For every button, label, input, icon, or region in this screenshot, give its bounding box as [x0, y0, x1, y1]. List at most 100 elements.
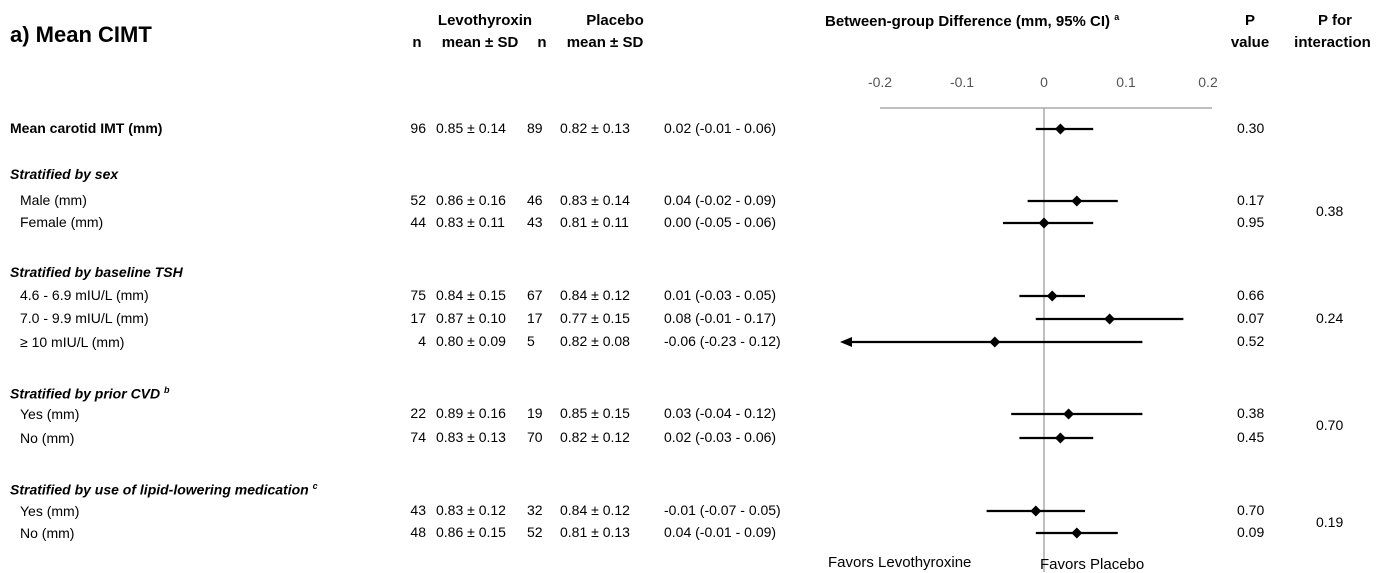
placebo-mean-cell: 0.85 ± 0.15 [560, 405, 630, 421]
point-estimate-diamond [1054, 123, 1066, 135]
section-label-sup: c [312, 481, 318, 491]
row-label-main: Mean carotid IMT (mm) [10, 120, 163, 136]
levo-n-cell: 43 [410, 502, 426, 518]
section-label-text: Stratified by sex [10, 166, 119, 182]
p-value-cell: 0.95 [1237, 214, 1265, 230]
levo-mean-cell: 0.86 ± 0.15 [436, 524, 506, 540]
placebo-mean-cell: 0.82 ± 0.08 [560, 333, 630, 349]
section-label-text: Stratified by prior CVD [10, 385, 161, 402]
placebo-mean-cell: 0.84 ± 0.12 [560, 287, 630, 303]
placebo-header: Placebo [586, 12, 644, 29]
section-label-text: Stratified by baseline TSH [10, 264, 183, 280]
placebo-n-cell: 17 [527, 310, 543, 326]
placebo-mean-cell: 0.81 ± 0.11 [560, 214, 629, 230]
section-label-tsh: Stratified by baseline TSH [10, 264, 183, 280]
levo-n-cell: 22 [410, 405, 426, 421]
favors-right-label: Favors Placebo [1040, 556, 1145, 573]
p-header-2: value [1230, 34, 1270, 51]
interaction-p-sex: 0.38 [1316, 203, 1344, 219]
levo-mean-cell: 0.83 ± 0.13 [436, 429, 506, 445]
levo-n-cell: 96 [410, 120, 426, 136]
placebo-mean-cell: 0.77 ± 0.15 [560, 310, 630, 326]
interaction-p-lipid: 0.19 [1316, 514, 1344, 530]
section-label-sup: b [164, 385, 170, 395]
levo-mean-cell: 0.80 ± 0.09 [436, 333, 506, 349]
placebo-n-cell: 70 [527, 429, 543, 445]
point-estimate-diamond [1030, 505, 1042, 517]
interaction-p-cvd: 0.70 [1316, 417, 1344, 433]
row-label-cvd-yes: Yes (mm) [20, 406, 80, 422]
p-value-cell: 0.17 [1237, 192, 1265, 208]
ci-text-cell: -0.06 (-0.23 - 0.12) [664, 333, 781, 349]
levo-n-header: n [412, 34, 422, 51]
levo-mean-cell: 0.84 ± 0.15 [436, 287, 506, 303]
ci-text-cell: 0.02 (-0.03 - 0.06) [664, 429, 777, 445]
point-estimate-diamond [1038, 217, 1050, 229]
x-tick-label: 0 [1040, 74, 1048, 90]
p-value-cell: 0.52 [1237, 333, 1265, 349]
p-header-1: P [1244, 12, 1255, 29]
placebo-n-cell: 32 [527, 502, 543, 518]
point-estimate-diamond [1071, 195, 1083, 207]
row-label-lipid-yes: Yes (mm) [20, 503, 80, 519]
levo-mean-cell: 0.89 ± 0.16 [436, 405, 506, 421]
levo-mean-cell: 0.86 ± 0.16 [436, 192, 506, 208]
ci-text-cell: 0.08 (-0.01 - 0.17) [664, 310, 777, 326]
placebo-n-cell: 5 [527, 333, 535, 349]
point-estimate-diamond [1104, 313, 1116, 325]
p-value-cell: 0.38 [1237, 405, 1265, 421]
ci-text-cell: 0.00 (-0.05 - 0.06) [664, 214, 777, 230]
p-value-cell: 0.30 [1237, 120, 1265, 136]
ci-text-cell: 0.04 (-0.01 - 0.09) [664, 524, 777, 540]
pint-header-2: interaction [1294, 34, 1371, 51]
placebo-mean-cell: 0.82 ± 0.13 [560, 120, 630, 136]
interaction-p-tsh: 0.24 [1316, 310, 1344, 326]
diff-header-text: Between-group Difference (mm, 95% CI) [825, 13, 1111, 30]
placebo-mean-header: mean ± SD [566, 34, 644, 51]
placebo-n-cell: 67 [527, 287, 543, 303]
levo-n-cell: 52 [410, 192, 426, 208]
pint-header-1: P for [1318, 12, 1352, 29]
x-tick-label: -0.2 [868, 74, 892, 90]
placebo-mean-cell: 0.81 ± 0.13 [560, 524, 630, 540]
placebo-mean-cell: 0.82 ± 0.12 [560, 429, 630, 445]
placebo-mean-cell: 0.84 ± 0.12 [560, 502, 630, 518]
p-value-cell: 0.70 [1237, 502, 1265, 518]
row-label-tsh-low: 4.6 - 6.9 mIU/L (mm) [20, 287, 149, 303]
levo-n-cell: 44 [410, 214, 426, 230]
row-label-cvd-no: No (mm) [20, 430, 75, 446]
point-estimate-diamond [989, 336, 1001, 348]
placebo-n-cell: 89 [527, 120, 543, 136]
ci-text-cell: -0.01 (-0.07 - 0.05) [664, 502, 781, 518]
p-value-cell: 0.09 [1237, 524, 1265, 540]
levo-mean-cell: 0.85 ± 0.14 [436, 120, 506, 136]
levo-header: Levothyroxin [437, 12, 533, 29]
levo-mean-cell: 0.87 ± 0.10 [436, 310, 506, 326]
figure-title: a) Mean CIMT [10, 22, 152, 47]
point-estimate-diamond [1063, 408, 1075, 420]
placebo-mean-cell: 0.83 ± 0.14 [560, 192, 630, 208]
ci-text-cell: 0.01 (-0.03 - 0.05) [664, 287, 777, 303]
x-tick-label: -0.1 [950, 74, 974, 90]
p-value-cell: 0.07 [1237, 310, 1265, 326]
levo-n-cell: 17 [410, 310, 426, 326]
section-label-text: Stratified by use of lipid-lowering medi… [10, 481, 309, 498]
levo-n-cell: 75 [410, 287, 426, 303]
ci-text-cell: 0.02 (-0.01 - 0.06) [664, 120, 777, 136]
levo-mean-header: mean ± SD [441, 34, 519, 51]
ci-text-cell: 0.04 (-0.02 - 0.09) [664, 192, 777, 208]
section-label-sex: Stratified by sex [10, 166, 118, 182]
ci-text-cell: 0.03 (-0.04 - 0.12) [664, 405, 777, 421]
point-estimate-diamond [1071, 527, 1083, 539]
favors-left-label: Favors Levothyroxine [828, 554, 972, 571]
placebo-n-cell: 43 [527, 214, 543, 230]
x-axis-ticks: -0.2 -0.1 0 0.1 0.2 [868, 74, 1218, 90]
row-label-female: Female (mm) [20, 214, 104, 230]
row-label-male: Male (mm) [20, 192, 87, 208]
placebo-n-cell: 46 [527, 192, 543, 208]
diff-header: Between-group Difference (mm, 95% CI) a [825, 12, 1119, 30]
section-label-cvd: Stratified by prior CVD b [10, 385, 170, 402]
levo-mean-cell: 0.83 ± 0.12 [436, 502, 506, 518]
levo-n-cell: 4 [418, 333, 426, 349]
